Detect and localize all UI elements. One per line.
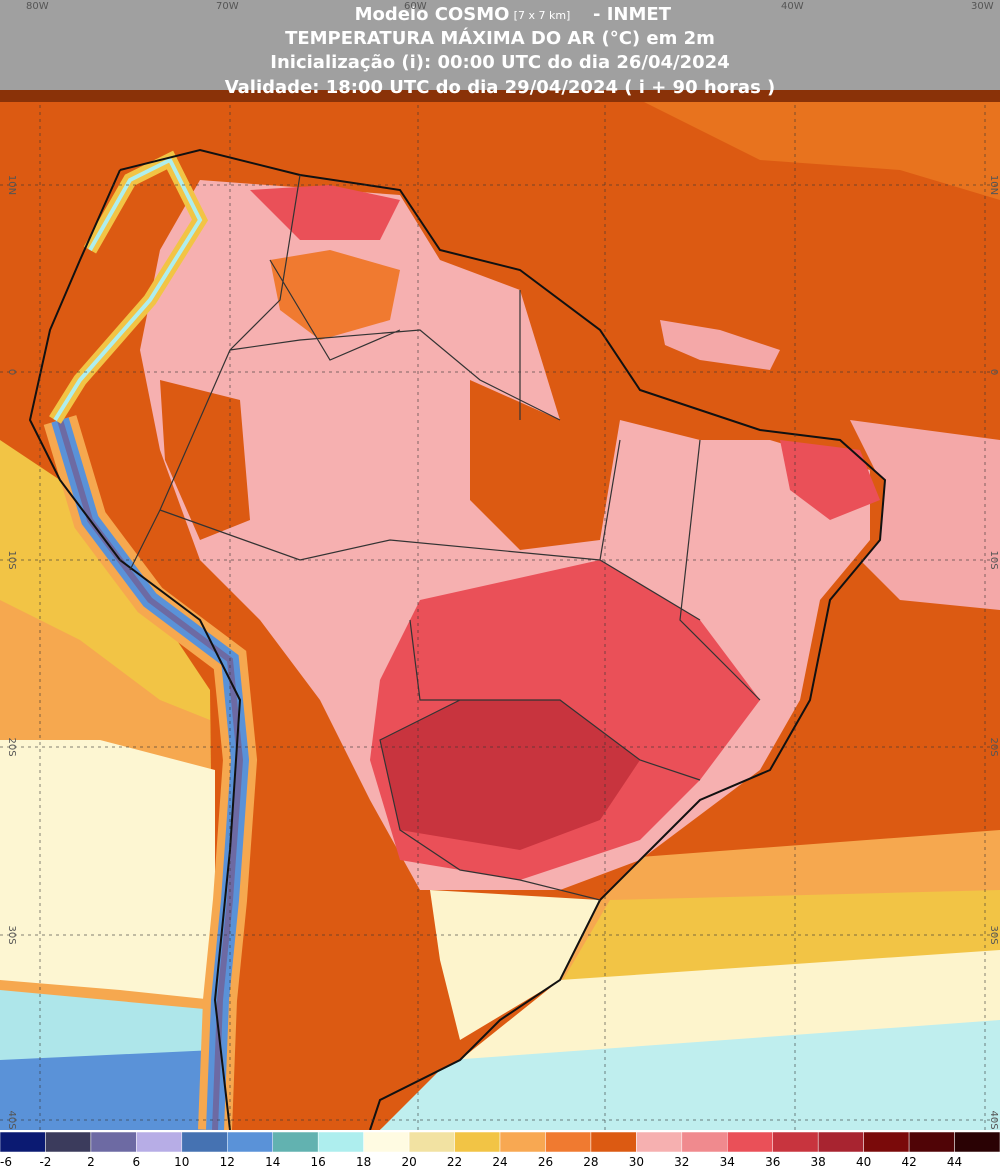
- longitude-label: 80W: [26, 1, 49, 12]
- graticule: [0, 0, 1000, 1130]
- longitude-label: 30W: [971, 1, 994, 12]
- resolution: [7 x 7 km]: [514, 9, 571, 22]
- variable: TEMPERATURA MÁXIMA DO AR (°C) em 2m: [285, 27, 715, 49]
- source: - INMET: [593, 4, 672, 25]
- colorbar-swatch: [408, 1131, 455, 1153]
- latitude-label: 40S: [988, 1110, 999, 1129]
- header-strip: [0, 90, 1000, 102]
- latitude-label: 10S: [6, 550, 17, 569]
- latitude-label: 10S: [988, 550, 999, 569]
- colorbar-swatch: [636, 1131, 683, 1153]
- colorbar-swatch: [727, 1131, 773, 1153]
- colorbar-swatch: [227, 1131, 273, 1153]
- initialization: Inicialização (i): 00:00 UTC do dia 26/0…: [270, 52, 729, 73]
- colorbar-label: 20: [401, 1155, 416, 1169]
- colorbar-label: 12: [220, 1155, 235, 1169]
- colorbar-swatch: [272, 1131, 319, 1153]
- colorbar-swatch: [454, 1131, 501, 1153]
- latitude-label: 40S: [6, 1110, 17, 1129]
- latitude-label: 30S: [6, 925, 17, 944]
- colorbar-label: 30: [629, 1155, 644, 1169]
- colorbar-label: 44: [947, 1155, 962, 1169]
- colorbar-label: 26: [538, 1155, 553, 1169]
- map-fields: [0, 0, 1000, 1131]
- colorbar-label: 34: [720, 1155, 735, 1169]
- colorbar-swatch: [590, 1131, 637, 1153]
- colorbar-label: 38: [811, 1155, 826, 1169]
- colorbar-swatch: [90, 1131, 137, 1153]
- latitude-label: 0: [6, 369, 17, 375]
- colorbar-label: 2: [87, 1155, 95, 1169]
- colorbar-label: 22: [447, 1155, 462, 1169]
- latitude-label: 10N: [988, 175, 999, 195]
- colorbar-swatch: [817, 1131, 864, 1153]
- colorbar-swatch: [45, 1131, 92, 1153]
- colorbar-swatch: [908, 1131, 955, 1153]
- colorbar-swatch: [363, 1131, 410, 1153]
- colorbar-swatch: [0, 1131, 46, 1153]
- colorbar-swatch: [499, 1131, 546, 1153]
- colorbar-label: 18: [356, 1155, 371, 1169]
- colorbar-label: 40: [856, 1155, 871, 1169]
- colorbar-label: -6: [0, 1155, 12, 1169]
- colorbar-label: 14: [265, 1155, 280, 1169]
- header-band: [0, 0, 1000, 90]
- colorbar-swatch: [954, 1131, 1000, 1153]
- colorbar-label: 36: [765, 1155, 780, 1169]
- latitude-label: 20S: [6, 737, 17, 756]
- latitude-label: 20S: [988, 737, 999, 756]
- colorbar-swatch: [772, 1131, 819, 1153]
- longitude-label: 60W: [404, 1, 427, 12]
- colorbar-label: 24: [492, 1155, 507, 1169]
- colorbar-label: 28: [583, 1155, 598, 1169]
- colorbar-label: 10: [174, 1155, 189, 1169]
- colorbar-label: 16: [311, 1155, 326, 1169]
- colorbar-swatch: [136, 1131, 183, 1153]
- longitude-label: 40W: [781, 1, 804, 12]
- colorbar-label: 32: [674, 1155, 689, 1169]
- latitude-label: 10N: [6, 175, 17, 195]
- coordinate-labels: 80W 70W 60W 40W 30W 10N 10N 0 0 10S 10S 20S 20S 30S 30…: [6, 1, 999, 1130]
- latitude-label: 0: [988, 369, 999, 375]
- model-name: Modelo COSMO: [355, 4, 510, 25]
- colorbar-label: 6: [133, 1155, 141, 1169]
- validity: Validade: 18:00 UTC do dia 29/04/2024 ( …: [225, 77, 776, 98]
- colorbar-swatch: [181, 1131, 228, 1153]
- colorbar-swatch: [545, 1131, 592, 1153]
- longitude-label: 70W: [216, 1, 239, 12]
- colorbar-label: -2: [39, 1155, 51, 1169]
- colorbar-swatch: [863, 1131, 910, 1153]
- latitude-label: 30S: [988, 925, 999, 944]
- colorbar: -6 -2 2 6 10 12 14 16 18 20 22 24 26 28 30 32 34 36 38 40 42…: [0, 1130, 1000, 1170]
- colorbar-label: 42: [901, 1155, 916, 1169]
- colorbar-swatch: [317, 1131, 364, 1153]
- colorbar-swatch: [681, 1131, 728, 1153]
